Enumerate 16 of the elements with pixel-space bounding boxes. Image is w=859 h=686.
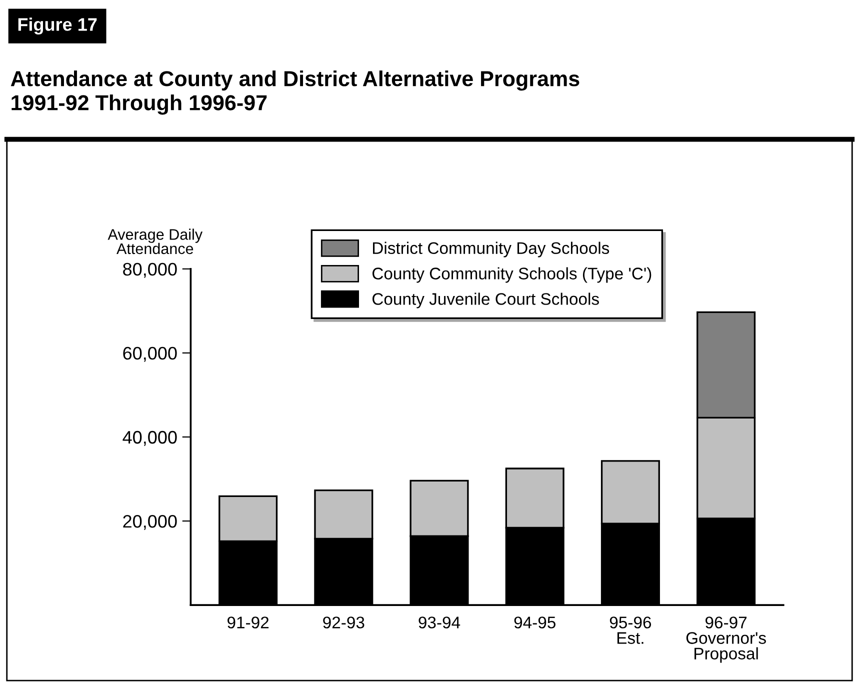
x-tick-label: 94-95	[514, 616, 556, 628]
y-tick-label: 40,000	[122, 430, 177, 446]
legend-label: County Community Schools (Type 'C')	[372, 267, 652, 283]
x-tick-label: 92-93	[323, 616, 364, 628]
x-tick-label: 91-92	[228, 616, 269, 628]
x-tick-label: 93-94	[418, 616, 460, 628]
y-tick-label: 80,000	[123, 262, 177, 278]
caption: Figure 17	[18, 18, 97, 35]
legend-label: County Juvenile Court Schools	[372, 292, 599, 308]
y-tick-label: 20,000	[123, 514, 177, 530]
x-tick-label: 96-97 Governor's Proposal	[686, 616, 766, 663]
chart-title: Attendance at County and District Alternative Programs 1991-92 Through 1996-97	[10, 70, 580, 115]
y-tick-label: 60,000	[123, 346, 177, 362]
x-tick-label: 95-96 Est.	[610, 616, 652, 644]
legend-label: District Community Day Schools	[373, 242, 610, 258]
y-axis-title: Average Daily Attendance	[108, 228, 203, 254]
